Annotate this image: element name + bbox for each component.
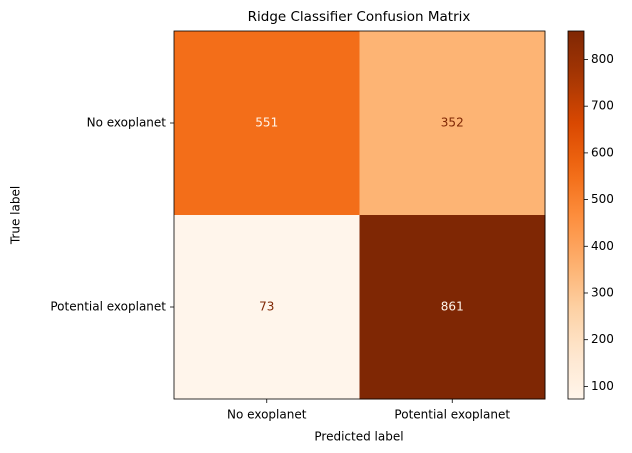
colorbar-tick-label: 700 <box>591 99 614 113</box>
heatmap-cell <box>174 215 360 400</box>
y-tick-label: Potential exoplanet <box>50 300 166 314</box>
y-axis-label: True label <box>9 186 23 245</box>
x-axis-label: Predicted label <box>314 430 403 444</box>
colorbar-tick-label: 600 <box>591 145 614 159</box>
colorbar-tick-label: 100 <box>591 379 614 393</box>
plot-frame <box>173 30 546 400</box>
y-tick-label: No exoplanet <box>87 116 167 130</box>
cell-label: 352 <box>441 116 464 130</box>
colorbar-tick-label: 400 <box>591 239 614 253</box>
colorbar-tick-label: 300 <box>591 285 614 299</box>
cell-label: 73 <box>259 300 274 314</box>
heatmap-cell <box>174 31 360 216</box>
cell-label: 861 <box>441 300 464 314</box>
x-tick-label: No exoplanet <box>227 408 307 422</box>
cell-label: 551 <box>255 116 278 130</box>
heatmap-cell <box>359 31 546 216</box>
colorbar <box>567 30 585 400</box>
colorbar-tick-label: 800 <box>591 52 614 66</box>
chart-title: Ridge Classifier Confusion Matrix <box>248 9 471 25</box>
x-tick-label: Potential exoplanet <box>394 408 510 422</box>
colorbar-tick-label: 500 <box>591 192 614 206</box>
colorbar-tick-label: 200 <box>591 332 614 346</box>
heatmap-cell <box>359 215 546 400</box>
